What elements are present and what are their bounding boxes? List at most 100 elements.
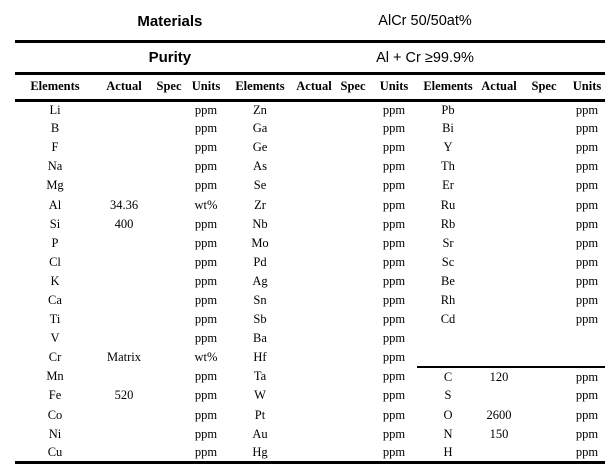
cell-spec [335,444,371,463]
cell-actual [293,425,335,444]
cell-spec [335,253,371,272]
cell-spec [153,386,185,405]
cell-element: S [444,388,452,403]
cell-actual [293,215,335,234]
cell-element: Rh [440,292,456,307]
cell-units: ppm [194,235,218,250]
cell-spec [153,215,185,234]
cell-units: ppm [382,159,406,174]
cell-spec [519,444,569,463]
cell-element: V [50,331,60,346]
cell-spec [153,119,185,138]
cell-units: ppm [575,197,599,212]
col-header-actual-3: Actual [479,75,519,102]
cell-actual [479,348,519,367]
cell-actual: 400 [114,216,134,231]
cell-element: Ni [48,426,62,441]
cell-spec [335,157,371,176]
cell-element: K [50,273,60,288]
cell-spec [519,119,569,138]
table-row: Ni ppm Au ppm N 150 ppm [15,425,605,444]
cell-element: Ba [253,331,267,346]
cell-units: ppm [575,312,599,327]
cell-element: Hf [253,350,267,365]
table-row: Mg ppm Se ppm Er ppm [15,176,605,195]
materials-row: Materials AlCr 50/50at% [15,2,605,43]
cell-element: Ti [49,312,61,327]
cell-units: ppm [194,388,218,403]
table-row: Si 400 ppm Nb ppm Rb ppm [15,215,605,234]
cell-spec [519,310,569,329]
cell-spec [335,234,371,253]
cell-spec [519,253,569,272]
cell-element: Al [48,197,62,212]
cell-actual [293,348,335,367]
table-row: Ca ppm Sn ppm Rh ppm [15,291,605,310]
cell-actual [95,329,153,348]
table-row: Ti ppm Sb ppm Cd ppm [15,310,605,329]
cell-units: ppm [382,350,406,365]
cell-actual [293,253,335,272]
cell-actual [479,310,519,329]
cell-actual [293,119,335,138]
cell-spec [335,291,371,310]
cell-actual [95,234,153,253]
cell-actual [479,100,519,119]
cell-element: Ga [252,121,268,136]
cell-units: ppm [194,254,218,269]
purity-value: Al + Cr ≥99.9% [376,49,474,66]
cell-actual [95,406,153,425]
cell-spec [335,176,371,195]
elements-purity-table: Elements Actual Spec Units Elements Actu… [15,75,605,465]
cell-element: Er [442,178,454,193]
table-row: Li ppm Zn ppm Pb ppm [15,100,605,119]
cell-units [569,348,605,367]
cell-element: Zr [254,197,266,212]
col-header-actual-2: Actual [293,75,335,102]
cell-units: wt% [194,350,218,365]
cell-spec [335,348,371,367]
cell-element: Nb [252,216,268,231]
cell-element: Ru [440,197,456,212]
cell-spec [519,100,569,119]
cell-actual [293,329,335,348]
cell-actual [293,310,335,329]
cell-actual [479,157,519,176]
cell-units: ppm [382,407,406,422]
cell-element: Co [47,407,63,422]
purity-row: Purity Al + Cr ≥99.9% [15,43,605,75]
cell-spec [153,138,185,157]
cell-units: ppm [194,159,218,174]
cell-spec [335,367,371,386]
cell-spec [153,348,185,367]
cell-units: ppm [575,140,599,155]
cell-element: Pt [254,407,266,422]
cell-element: Ta [253,369,267,384]
cell-element: Sc [441,254,455,269]
cell-actual: 34.36 [109,197,139,212]
cell-element: Bi [442,121,454,136]
cell-units: ppm [194,312,218,327]
cell-spec [335,272,371,291]
cell-units: ppm [575,407,599,422]
cell-units: ppm [382,102,406,117]
cell-spec [519,425,569,444]
cell-spec [153,100,185,119]
cell-element: P [51,235,59,250]
col-header-units-3: Units [569,75,605,102]
cell-actual [293,157,335,176]
table-row: Co ppm Pt ppm O 2600 ppm [15,406,605,425]
cell-actual: 520 [114,388,134,403]
cell-actual [95,253,153,272]
cell-element: Sb [253,312,267,327]
cell-spec [153,272,185,291]
cell-spec [519,386,569,405]
cell-element: Pb [441,102,455,117]
cell-spec [519,195,569,214]
cell-units: ppm [194,140,218,155]
cell-element: Cu [47,444,63,459]
cell-units: ppm [382,121,406,136]
